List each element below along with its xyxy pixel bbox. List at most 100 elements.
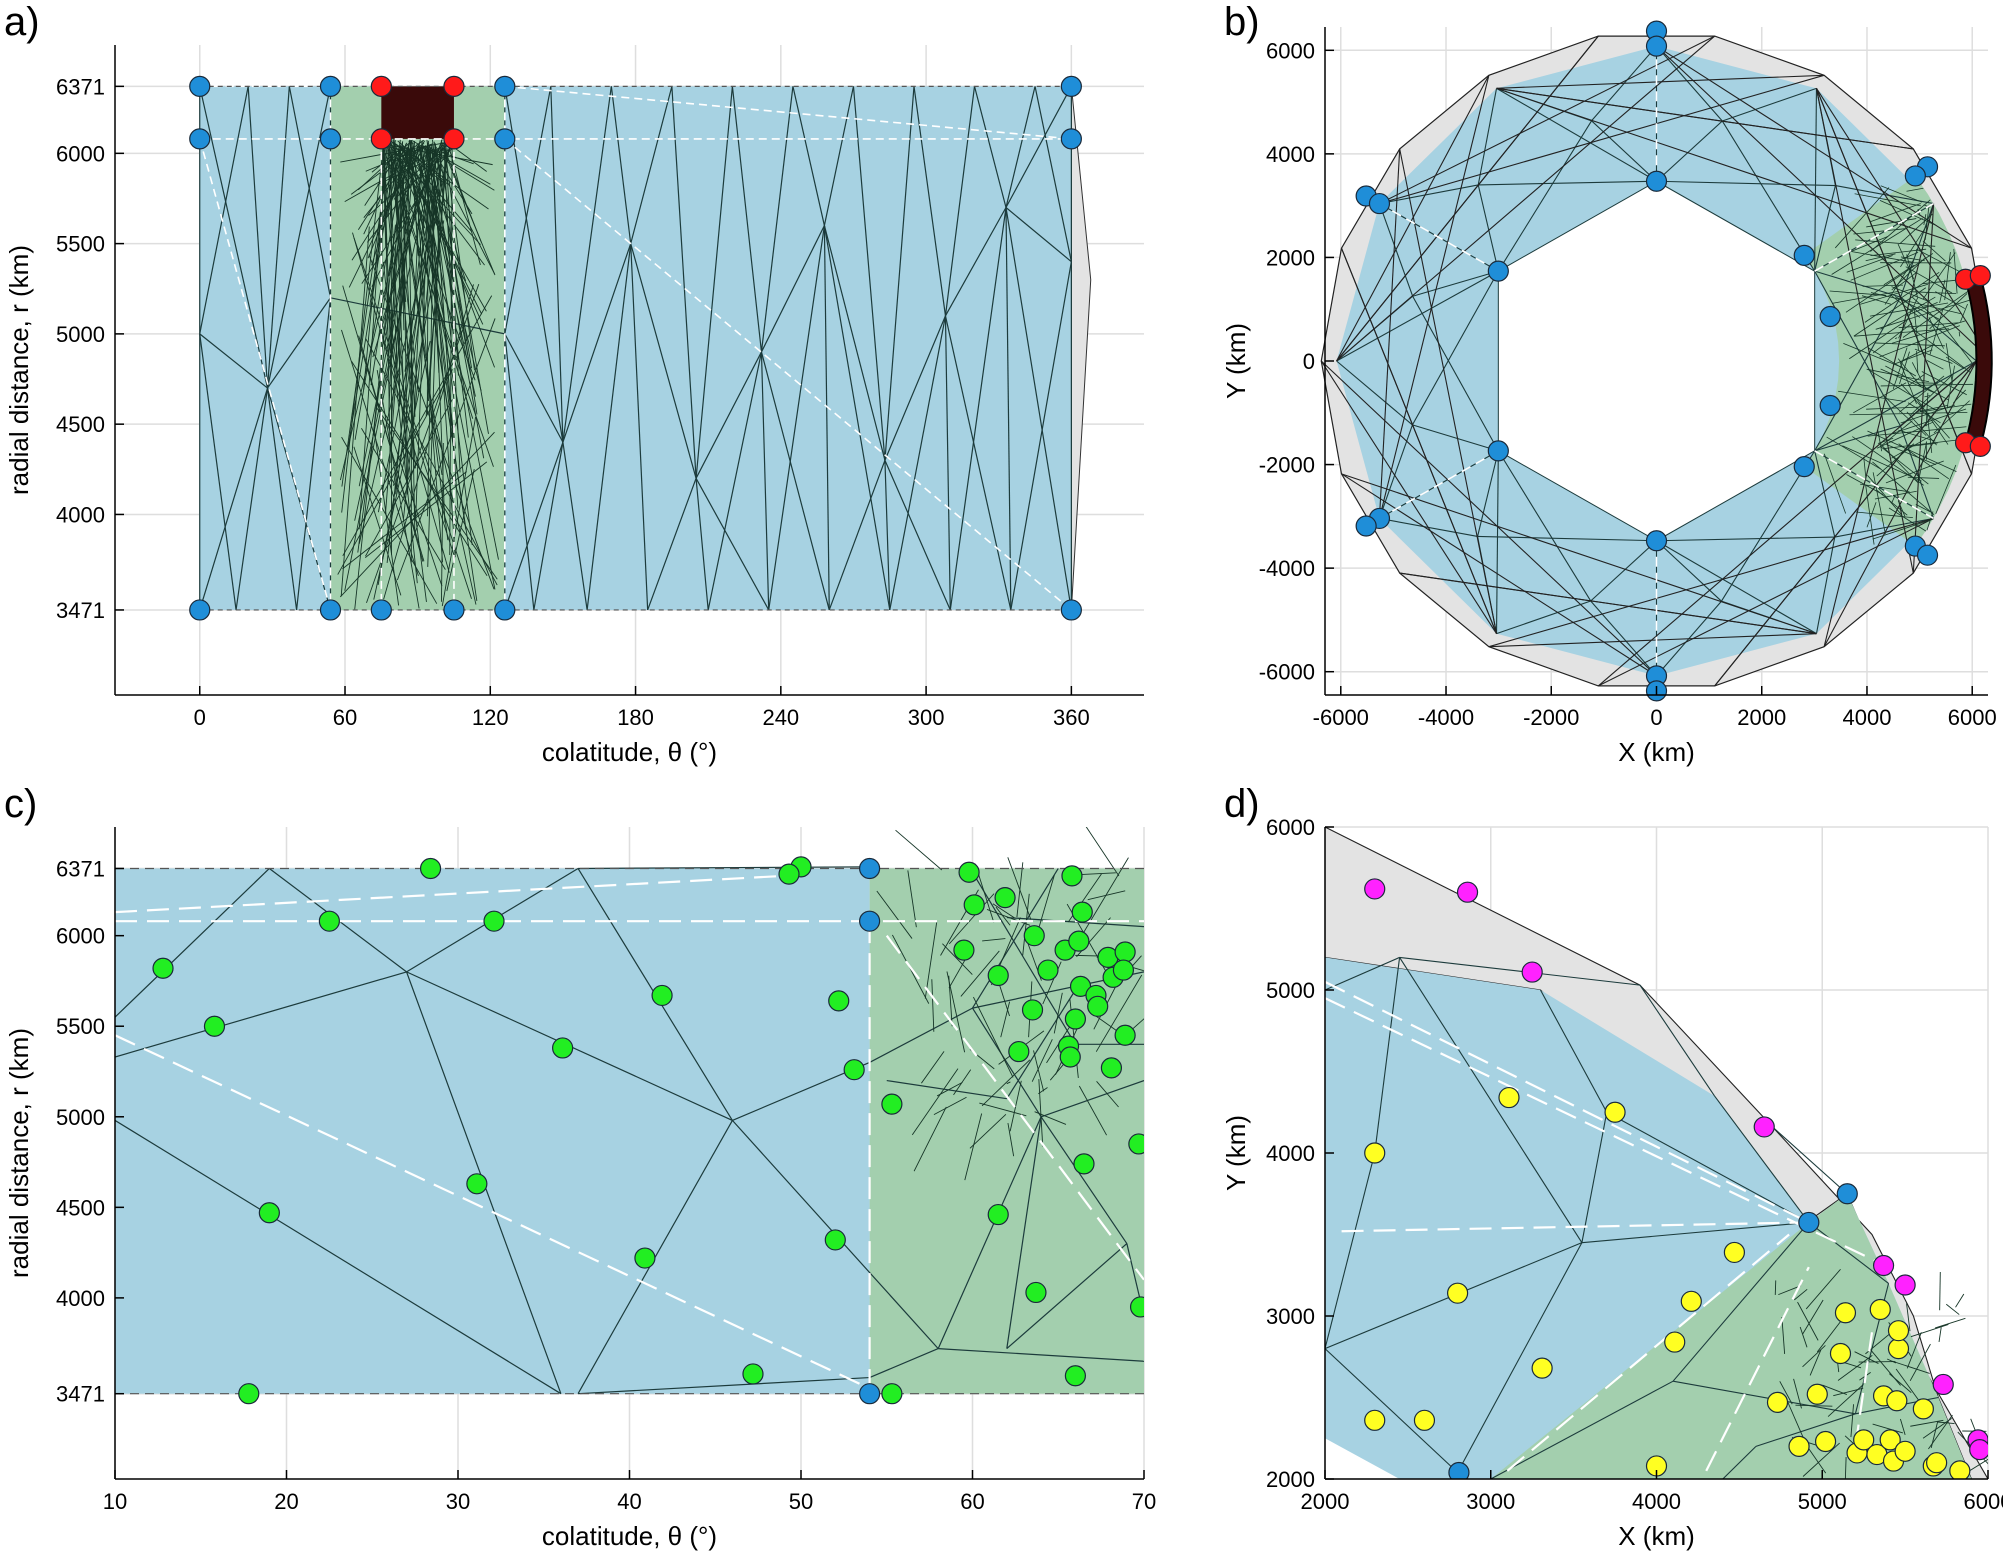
dense-edge (1007, 1122, 1015, 1157)
mesh-edge (944, 315, 951, 610)
data-point (1368, 192, 1391, 215)
data-point (1894, 1274, 1916, 1296)
mesh-edge (1399, 956, 1640, 986)
dense-edge (1922, 252, 1956, 300)
y-tick-label: 4500 (56, 1195, 105, 1220)
mesh-edge (504, 333, 535, 611)
dense-edge (1891, 286, 1930, 303)
data-point (651, 984, 673, 1007)
dense-edge (1891, 495, 1896, 503)
x-tick-label: 4000 (1842, 705, 1891, 730)
x-tick-label: -6000 (1313, 705, 1369, 730)
dense-edge (1877, 437, 1894, 444)
dense-edge (1774, 1280, 1777, 1295)
dense-edge (1890, 408, 1967, 435)
dense-edge (354, 148, 437, 521)
dense-edge (1779, 1381, 1793, 1405)
y-tick-label: 4000 (1266, 1141, 1315, 1166)
mesh-edge (610, 86, 632, 244)
mesh-edge (1755, 1413, 1856, 1447)
mesh-edge (533, 442, 564, 611)
dense-edge (1894, 337, 1898, 340)
x-tick-label: 360 (1053, 705, 1090, 730)
mesh-edge (760, 225, 825, 353)
dense-edge (1838, 390, 1906, 403)
panel-b-letter: b) (1224, 0, 1260, 44)
data-point (1664, 1331, 1686, 1353)
data-point (552, 1037, 574, 1059)
mesh-edge (504, 442, 564, 611)
dense-edge (1802, 1299, 1824, 1335)
data-points (152, 856, 1144, 1405)
mesh-edge (1606, 1111, 1810, 1223)
y-tick-label: -2000 (1259, 453, 1315, 478)
dense-edge (1876, 421, 1934, 449)
panel-c-letter: c) (4, 782, 38, 826)
mesh-edge (695, 478, 770, 611)
y-tick-label: 6371 (56, 74, 105, 99)
dense-edge (1860, 483, 1910, 493)
x-tick-label: 6000 (1948, 705, 1997, 730)
data-point (858, 910, 881, 932)
dense-edge (1863, 456, 1867, 479)
dense-edge (385, 282, 427, 602)
dense-edge (1868, 1347, 1901, 1386)
mesh-edge (1005, 207, 1072, 611)
dense-edge (982, 938, 1006, 942)
dense-edge (427, 145, 436, 517)
mesh-edge (852, 86, 886, 461)
y-tick-label: 2000 (1266, 1467, 1315, 1492)
boundary-line (1379, 202, 1499, 272)
mesh-edge (884, 86, 915, 461)
x-tick-label: -4000 (1418, 705, 1474, 730)
mesh-edge (1714, 1095, 1810, 1223)
x-tick-label: 20 (274, 1489, 298, 1514)
x-tick-label: 0 (1650, 705, 1662, 730)
data-point (1887, 1337, 1910, 1360)
dense-edge (1939, 1272, 1941, 1311)
dense-edge (1844, 1457, 1847, 1479)
data-point (238, 1383, 260, 1405)
mesh-edge (1005, 86, 1072, 208)
dense-edge (1781, 1316, 1786, 1354)
data-point (1645, 35, 1668, 57)
dense-edge (1946, 365, 1955, 409)
dense-edge (1885, 460, 1944, 484)
axis-frame: 2000 3000 4000 5000 6000 2000 3000 4000 5000 6000… (1221, 815, 2003, 1551)
dense-edge (1899, 213, 1933, 245)
dense-edge (341, 436, 438, 604)
dense-edge (388, 139, 401, 415)
mesh-edge (1477, 450, 1499, 537)
dense-edge (1923, 214, 1927, 226)
data-point (443, 128, 465, 150)
dense-edge (426, 198, 499, 560)
dense-edge (1096, 1080, 1119, 1108)
dense-edge (1867, 347, 1917, 377)
dense-edge (1917, 441, 1928, 483)
dense-edge (1929, 309, 1944, 355)
mesh-edge (760, 351, 830, 611)
dense-edge (1831, 291, 1898, 304)
dense-edge (1899, 1418, 1906, 1435)
data-point (494, 75, 516, 97)
dense-edge (441, 146, 496, 276)
mesh-edge (1496, 87, 1914, 150)
data-point (1879, 1429, 1901, 1451)
dense-edge (973, 996, 1014, 1078)
dense-edge (426, 267, 478, 602)
data-point (1128, 1133, 1144, 1155)
mesh-edge (1656, 120, 1723, 182)
mesh-edge (266, 387, 298, 611)
data-point (1814, 1430, 1837, 1453)
dense-edge (361, 428, 446, 570)
mesh-edge (1539, 989, 1608, 1113)
mesh-edge (1488, 633, 1817, 648)
dense-edge (375, 141, 404, 264)
mesh-edge (1320, 360, 1657, 677)
panel-a-mesh (198, 85, 1092, 611)
dense-edge (1922, 279, 1957, 285)
mesh-edge (562, 86, 612, 443)
data-point (258, 1202, 280, 1224)
y-tick-label: 3471 (56, 1382, 105, 1407)
dense-edge (1906, 411, 1937, 446)
